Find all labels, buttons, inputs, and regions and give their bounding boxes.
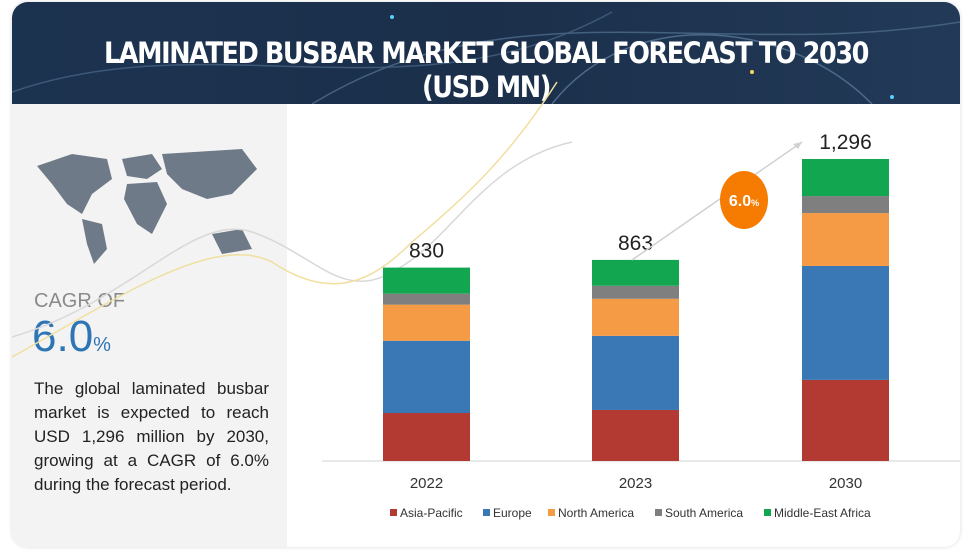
stacked-bar-chart: 830 2022 863 2023 1,296 2030 6.0% Asia-Pacific E…: [12, 81, 960, 520]
summary-panel: CAGR OF 6.0% The global laminated busbar…: [12, 104, 287, 547]
bar-total-label: 863: [618, 232, 653, 255]
bar-segment-south-america: [592, 285, 679, 299]
cagr-unit: %: [93, 334, 111, 356]
bar-segment-north-america: [592, 298, 679, 336]
bar-segment-asia-pacific: [383, 412, 470, 461]
infographic-card: LAMINATED BUSBAR MARKET GLOBAL FORECAST …: [12, 2, 960, 547]
legend-label: South America: [665, 506, 743, 520]
bar-segment-middle-east-africa: [802, 159, 889, 197]
x-tick-label: 2022: [410, 475, 443, 492]
bar-segment-europe: [592, 335, 679, 410]
cagr-badge-label: 6.0%: [729, 193, 759, 210]
legend-swatch: [764, 509, 771, 516]
bar-segment-middle-east-africa: [383, 267, 470, 294]
legend-swatch: [483, 509, 490, 516]
bar-segment-asia-pacific: [592, 409, 679, 461]
decorative-curve: [12, 81, 558, 358]
legend-label: Middle-East Africa: [774, 506, 871, 520]
x-tick-label: 2030: [829, 475, 862, 492]
decorative-curve: [12, 141, 573, 338]
bar-segment-south-america: [383, 293, 470, 305]
bar-segment-europe: [802, 265, 889, 380]
banner-decoration: [12, 11, 960, 104]
arrow-head-icon: [793, 142, 802, 149]
x-tick-label: 2023: [619, 475, 652, 492]
bar-segment-north-america: [383, 304, 470, 341]
market-description: The global laminated busbar market is ex…: [34, 379, 269, 494]
bar-segment-south-america: [802, 196, 889, 214]
world-map-icon: [37, 149, 257, 264]
header-banner: LAMINATED BUSBAR MARKET GLOBAL FORECAST …: [12, 2, 960, 104]
legend-swatch: [655, 509, 662, 516]
legend-label: Asia-Pacific: [400, 506, 463, 520]
legend-swatch: [548, 509, 555, 516]
bar-segment-middle-east-africa: [592, 259, 679, 286]
growth-arrow: [631, 141, 803, 261]
bar-segment-north-america: [802, 213, 889, 266]
cagr-value: 6.0%: [32, 312, 111, 362]
bar-total-label: 1,296: [819, 131, 872, 154]
cagr-number: 6.0: [32, 312, 94, 361]
page-title: LAMINATED BUSBAR MARKET GLOBAL FORECAST …: [103, 36, 869, 104]
bar-segment-europe: [383, 340, 470, 413]
legend-label: North America: [558, 506, 634, 520]
cagr-badge: [720, 171, 768, 229]
legend-swatch: [390, 509, 397, 516]
bar-segment-asia-pacific: [802, 379, 889, 461]
legend-label: Europe: [493, 506, 532, 520]
bar-total-label: 830: [409, 240, 444, 263]
